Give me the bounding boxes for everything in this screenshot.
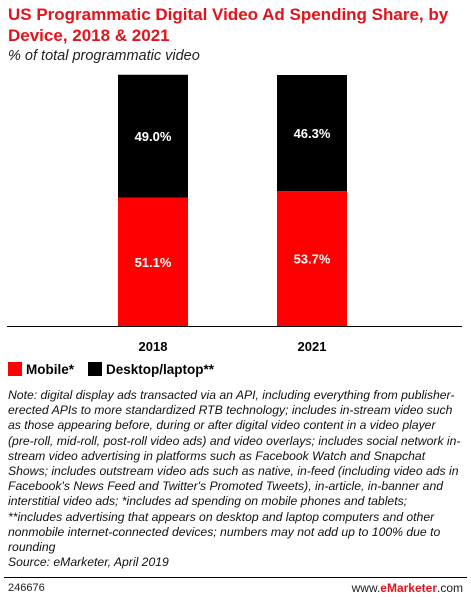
source-text: Source: eMarketer, April 2019 <box>8 555 169 570</box>
bar-desktop-2021 <box>277 75 347 192</box>
bar-mobile-2018 <box>118 197 188 326</box>
bar-mobile-2021 <box>277 191 347 326</box>
chart-title: US Programmatic Digital Video Ad Spendin… <box>8 5 449 45</box>
chart-subtitle: % of total programmatic video <box>8 48 200 64</box>
brand-logo: www.eMarketer.com <box>351 581 463 595</box>
data-label-mobile-2021: 53.7% <box>294 252 331 267</box>
chart-id: 246676 <box>8 582 45 594</box>
legend-item-mobile: Mobile* <box>8 362 74 377</box>
legend-label-mobile: Mobile* <box>26 362 75 377</box>
note-text: Note: digital display ads transacted via… <box>8 388 461 555</box>
x-tick-label-2018: 2018 <box>139 339 168 354</box>
bar-desktop-2018 <box>118 74 188 198</box>
legend-label-desktop: Desktop/laptop** <box>106 362 215 377</box>
legend-item-desktop: Desktop/laptop** <box>88 362 214 377</box>
data-label-mobile-2018: 51.1% <box>135 255 172 270</box>
data-label-desktop-2021: 46.3% <box>294 126 331 141</box>
legend-swatch-desktop <box>88 362 102 376</box>
stacked-bar-chart: 51.1% 49.0% 2018 53.7% 46.3% 2021 <box>7 74 462 354</box>
data-label-desktop-2018: 49.0% <box>135 129 172 144</box>
x-tick-label-2021: 2021 <box>298 339 327 354</box>
legend-swatch-mobile <box>8 362 22 376</box>
footer-divider <box>4 577 467 578</box>
chart-note: Note: digital display ads transacted via… <box>8 388 464 570</box>
